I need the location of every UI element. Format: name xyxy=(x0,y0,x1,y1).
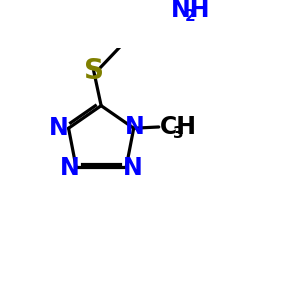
Text: 2: 2 xyxy=(185,9,196,24)
Text: N: N xyxy=(125,115,145,139)
Text: N: N xyxy=(123,156,142,180)
Text: S: S xyxy=(84,57,103,85)
Text: N: N xyxy=(60,156,80,180)
Text: NH: NH xyxy=(171,0,211,22)
Text: CH: CH xyxy=(160,115,197,139)
Text: N: N xyxy=(49,116,69,140)
Text: 3: 3 xyxy=(173,126,183,141)
